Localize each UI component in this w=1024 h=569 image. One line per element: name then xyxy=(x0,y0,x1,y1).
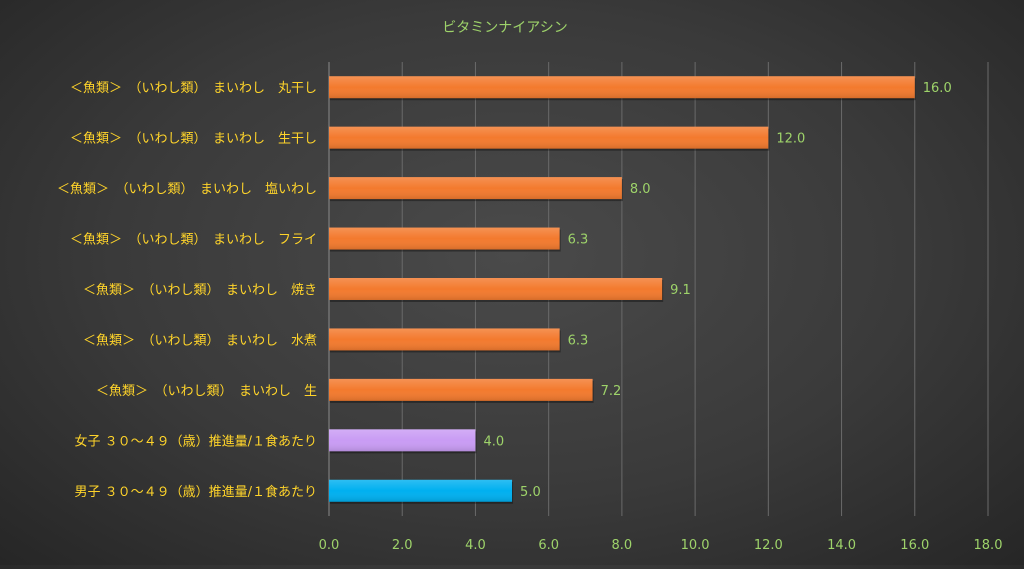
bar-highlight xyxy=(329,479,513,502)
category-label: 女子 ３０～４９（歳）推進量/１食あたり xyxy=(74,433,317,449)
category-label: ＜魚類＞ （いわし類） まいわし 丸干し xyxy=(70,81,317,96)
data-label: 8.0 xyxy=(630,182,651,197)
category-label: ＜魚類＞ （いわし類） まいわし 生干し xyxy=(70,132,317,147)
data-label: 9.1 xyxy=(670,283,691,298)
bar-highlight xyxy=(329,177,622,200)
bar-highlight xyxy=(329,227,560,250)
category-label: ＜魚類＞ （いわし類） まいわし 焼き xyxy=(83,283,317,298)
category-label: ＜魚類＞ （いわし類） まいわし フライ xyxy=(70,233,317,248)
x-tick-label: 12.0 xyxy=(754,538,783,553)
data-label: 5.0 xyxy=(520,485,541,500)
x-tick-label: 16.0 xyxy=(900,538,929,553)
category-label: ＜魚類＞ （いわし類） まいわし 生 xyxy=(96,384,317,399)
data-label: 4.0 xyxy=(483,434,504,449)
category-label: 男子 ３０～４９（歳）推進量/１食あたり xyxy=(74,484,317,500)
bar-highlight xyxy=(329,278,663,300)
x-tick-label: 0.0 xyxy=(319,538,340,553)
bar-highlight xyxy=(329,429,476,452)
bar-highlight xyxy=(329,76,915,99)
category-label: ＜魚類＞ （いわし類） まいわし 塩いわし xyxy=(57,182,317,197)
bars xyxy=(329,76,916,504)
category-labels: ＜魚類＞ （いわし類） まいわし 丸干し ＜魚類＞ （いわし類） まいわし 生干し… xyxy=(57,81,317,500)
data-label: 7.2 xyxy=(601,384,622,399)
x-tick-label: 4.0 xyxy=(465,538,486,553)
data-label: 6.3 xyxy=(568,233,589,248)
x-tick-label: 14.0 xyxy=(827,538,856,553)
bar-highlight xyxy=(329,378,593,401)
x-tick-label: 10.0 xyxy=(681,538,710,553)
data-label: 12.0 xyxy=(776,132,805,147)
data-label: 6.3 xyxy=(568,333,589,348)
x-tick-label: 8.0 xyxy=(612,538,633,553)
data-label: 16.0 xyxy=(923,81,952,96)
x-tick-label: 6.0 xyxy=(538,538,559,553)
chart-title: ビタミンナイアシン xyxy=(442,20,567,36)
bar-highlight xyxy=(329,126,769,149)
x-tick-labels: 0.0 2.0 4.0 6.0 8.0 10.0 12.0 14.0 16.0 18.0 xyxy=(319,538,1003,553)
x-tick-label: 2.0 xyxy=(392,538,413,553)
x-tick-label: 18.0 xyxy=(974,538,1003,553)
bar-highlight xyxy=(329,328,560,351)
data-labels: 16.0 12.0 8.0 6.3 9.1 6.3 7.2 4.0 5.0 xyxy=(483,81,951,500)
category-label: ＜魚類＞ （いわし類） まいわし 水煮 xyxy=(83,333,317,348)
